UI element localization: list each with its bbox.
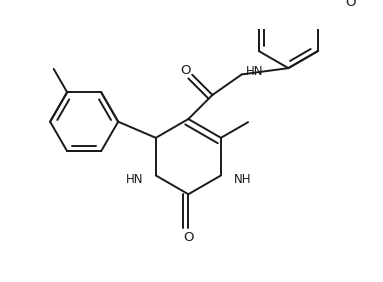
Text: O: O [183, 231, 194, 244]
Text: O: O [180, 64, 190, 77]
Text: O: O [345, 0, 355, 9]
Text: HN: HN [246, 65, 264, 78]
Text: HN: HN [126, 173, 143, 186]
Text: NH: NH [234, 173, 251, 186]
